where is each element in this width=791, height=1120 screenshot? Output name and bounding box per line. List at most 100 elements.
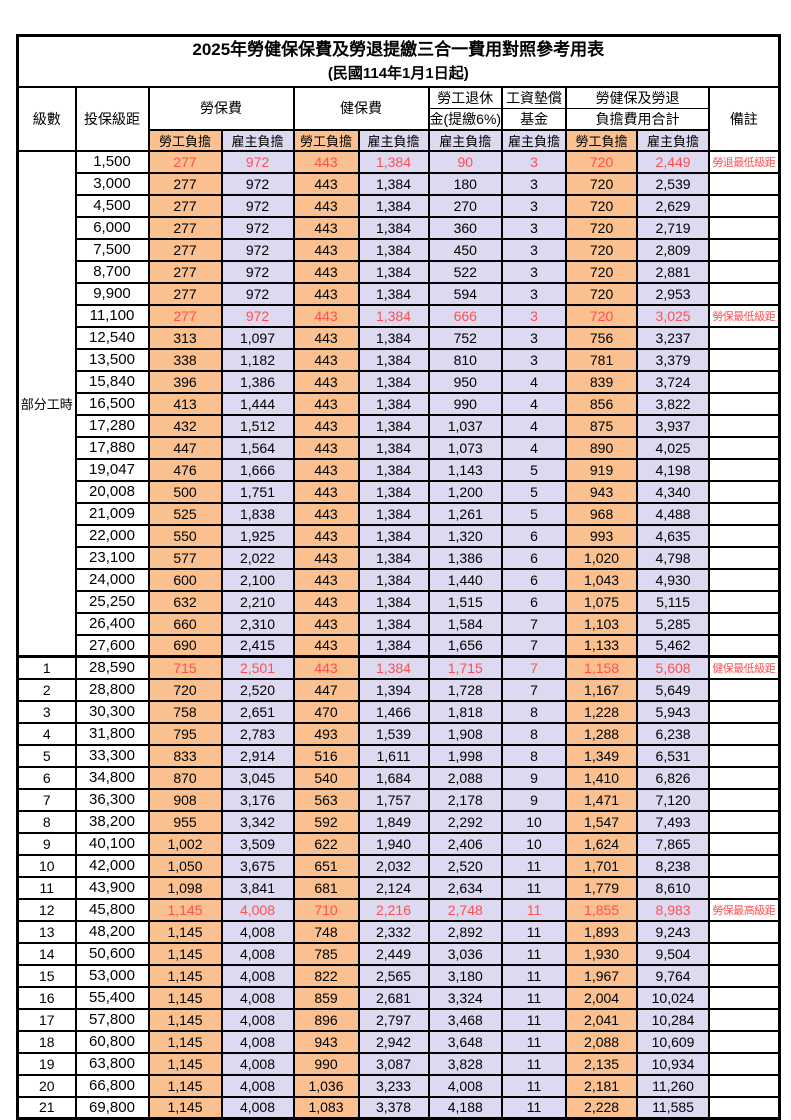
bracket-cell: 57,800 — [74, 1007, 150, 1032]
value-cell: 277 — [147, 281, 223, 306]
level-cell: 17 — [16, 1007, 77, 1032]
subheader-total-employee: 勞工負擔 — [565, 128, 639, 152]
value-cell: 1,715 — [427, 655, 504, 680]
value-cell: 11,585 — [636, 1095, 711, 1120]
value-cell: 2,032 — [357, 853, 430, 878]
value-cell: 4,008 — [427, 1073, 504, 1098]
value-cell: 810 — [427, 347, 504, 372]
bracket-cell: 36,300 — [74, 787, 150, 812]
remark-cell — [708, 1095, 781, 1120]
bracket-cell: 8,700 — [74, 259, 150, 284]
value-cell: 6,531 — [636, 743, 711, 768]
value-cell: 3,724 — [636, 369, 711, 394]
value-cell: 1,167 — [565, 677, 639, 702]
value-cell: 270 — [427, 193, 504, 218]
value-cell: 1,384 — [357, 457, 430, 482]
value-cell: 8 — [501, 743, 568, 768]
col-header-total-line2: 負擔費用合計 — [565, 107, 711, 131]
value-cell: 10,284 — [636, 1007, 711, 1032]
bracket-cell: 22,000 — [74, 523, 150, 548]
bracket-cell: 7,500 — [74, 237, 150, 262]
page-subtitle: (民國114年1月1日起) — [327, 65, 469, 83]
value-cell: 4,008 — [220, 1073, 295, 1098]
value-cell: 11 — [501, 875, 568, 900]
value-cell: 1,103 — [565, 611, 639, 636]
value-cell: 1,384 — [357, 237, 430, 262]
value-cell: 11 — [501, 941, 568, 966]
value-cell: 3,841 — [220, 875, 295, 900]
value-cell: 1,384 — [357, 347, 430, 372]
bracket-cell: 9,900 — [74, 281, 150, 306]
value-cell: 972 — [220, 149, 295, 174]
value-cell: 660 — [147, 611, 223, 636]
value-cell: 3,180 — [427, 963, 504, 988]
table-row: 24,000 600 2,100 443 1,384 1,440 6 1,043 4,930 — [18, 567, 781, 592]
value-cell: 443 — [292, 479, 360, 504]
table-row: 21,009 525 1,838 443 1,384 1,261 5 968 4,488 — [18, 501, 781, 526]
table-row: 17,880 447 1,564 443 1,384 1,073 4 890 4,025 — [18, 435, 781, 460]
value-cell: 1,386 — [427, 545, 504, 570]
value-cell: 1,145 — [147, 985, 223, 1010]
bracket-cell: 24,000 — [74, 567, 150, 592]
value-cell: 1,145 — [147, 1051, 223, 1076]
col-header-pension-line2: 金(提繳6%) — [427, 107, 504, 131]
value-cell: 313 — [147, 325, 223, 350]
remark-cell — [708, 391, 781, 416]
remark-cell — [708, 259, 781, 284]
table-row: 6 34,800 870 3,045 540 1,684 2,088 9 1,410 6,826 — [16, 765, 781, 790]
value-cell: 1,757 — [357, 787, 430, 812]
value-cell: 1,182 — [220, 347, 295, 372]
value-cell: 1,466 — [357, 699, 430, 724]
table-row: 16 55,400 1,145 4,008 859 2,681 3,324 11 2,004 10… — [16, 985, 781, 1010]
value-cell: 2,088 — [427, 765, 504, 790]
value-cell: 1,037 — [427, 413, 504, 438]
value-cell: 4 — [501, 413, 568, 438]
reference-table-sheet: 2025年勞健保保費及勞退提繳三合一費用對照參考用表 (民國114年1月1日起)… — [16, 34, 781, 1120]
value-cell: 443 — [292, 259, 360, 284]
value-cell: 338 — [147, 347, 223, 372]
value-cell: 1,384 — [357, 149, 430, 174]
value-cell: 4,930 — [636, 567, 711, 592]
remark-cell — [708, 193, 781, 218]
level-cell: 1 — [16, 655, 77, 680]
header-row-1: 級數 投保級距 勞保費 健保費 勞工退休 工資墊償 勞健保及勞退 備註 — [16, 85, 781, 152]
col-header-labor-insurance: 勞保費 — [147, 85, 295, 131]
value-cell: 632 — [147, 589, 223, 614]
value-cell: 651 — [292, 853, 360, 878]
value-cell: 622 — [292, 831, 360, 856]
value-cell: 493 — [292, 721, 360, 746]
value-cell: 3 — [501, 149, 568, 174]
subheader-labor-employer: 雇主負擔 — [220, 128, 295, 152]
bracket-cell: 28,800 — [74, 677, 150, 702]
part-time-label: 部分工時 — [16, 149, 77, 658]
value-cell: 8 — [501, 699, 568, 724]
value-cell: 3,378 — [357, 1095, 430, 1120]
value-cell: 443 — [292, 523, 360, 548]
value-cell: 1,893 — [565, 919, 639, 944]
value-cell: 1,002 — [147, 831, 223, 856]
value-cell: 11 — [501, 963, 568, 988]
value-cell: 720 — [565, 303, 639, 328]
value-cell: 1,564 — [220, 435, 295, 460]
table-row: 13,500 338 1,182 443 1,384 810 3 781 3,379 — [18, 347, 781, 372]
bracket-cell: 43,900 — [74, 875, 150, 900]
value-cell: 396 — [147, 369, 223, 394]
value-cell: 1,145 — [147, 1029, 223, 1054]
value-cell: 1,349 — [565, 743, 639, 768]
value-cell: 972 — [220, 259, 295, 284]
value-cell: 1,384 — [357, 281, 430, 306]
remark-cell — [708, 875, 781, 900]
remark-cell — [708, 787, 781, 812]
remark-cell — [708, 523, 781, 548]
value-cell: 1,384 — [357, 633, 430, 658]
value-cell: 432 — [147, 413, 223, 438]
value-cell: 4 — [501, 369, 568, 394]
value-cell: 2,041 — [565, 1007, 639, 1032]
table-row: 4 31,800 795 2,783 493 1,539 1,908 8 1,288 6,238 — [16, 721, 781, 746]
value-cell: 443 — [292, 149, 360, 174]
value-cell: 550 — [147, 523, 223, 548]
value-cell: 3,045 — [220, 765, 295, 790]
value-cell: 1,384 — [357, 501, 430, 526]
value-cell: 5,608 — [636, 655, 711, 680]
value-cell: 2,415 — [220, 633, 295, 658]
